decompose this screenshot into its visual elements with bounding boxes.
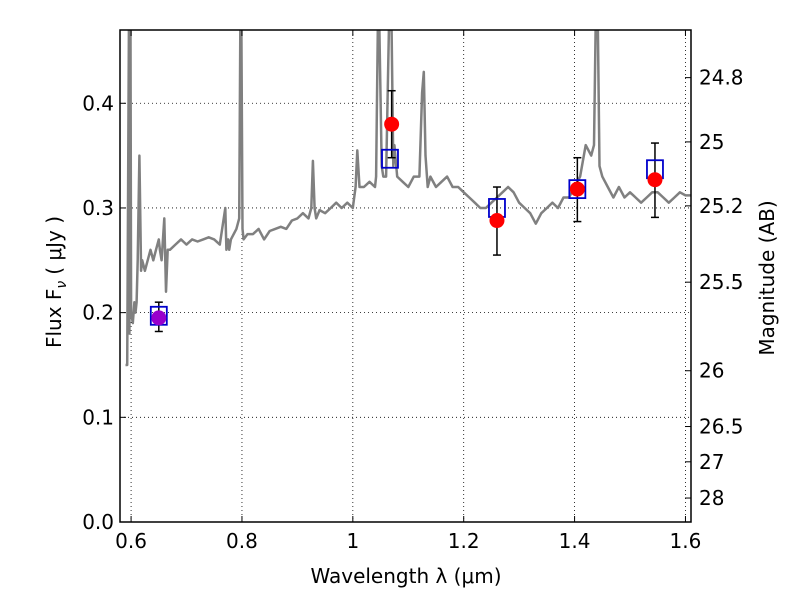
circle-markers — [151, 116, 663, 326]
y-tick-label: 0.4 — [82, 91, 114, 115]
y-axis-label: Flux F — [42, 289, 66, 348]
y2-tick-label: 24.8 — [699, 66, 744, 90]
y-axis-ticks: 0.0 0.1 0.2 0.3 0.4 — [82, 91, 126, 534]
circle-marker — [569, 181, 585, 197]
square-marker — [381, 148, 399, 169]
y2-tick-label: 25 — [699, 130, 724, 154]
y2-tick-label: 26.5 — [699, 415, 744, 439]
y-axis-label-unit: ( μJy ) — [42, 216, 66, 275]
y-axis-label-subscript: ν — [54, 281, 70, 289]
x-axis-ticks: 0.6 0.8 1 1.2 1.4 1.6 — [115, 30, 701, 553]
y2-tick-label: 25.5 — [699, 270, 744, 294]
y2-tick-label: 25.2 — [699, 194, 744, 218]
y-tick-label: 0.1 — [82, 405, 114, 429]
y-axis-label-group: Flux Fν ( μJy ) — [42, 216, 70, 348]
spectrum-line — [125, 30, 691, 367]
square-marker — [568, 179, 587, 200]
circle-marker — [489, 213, 505, 229]
spectrum-series — [125, 30, 691, 367]
y2-tick-label: 28 — [699, 486, 724, 510]
y2-axis-label: Magnitude (AB) — [755, 200, 779, 355]
x-tick-label: 0.8 — [226, 529, 258, 553]
y2-tick-label: 26 — [699, 359, 724, 383]
x-tick-label: 1.4 — [559, 529, 591, 553]
circle-marker — [151, 310, 167, 326]
y-tick-label: 0.0 — [82, 510, 114, 534]
plot-frame — [119, 29, 692, 523]
y2-tick-label: 27 — [699, 450, 724, 474]
y-tick-label: 0.3 — [82, 196, 114, 220]
circle-marker — [384, 116, 400, 132]
error-bars — [154, 89, 659, 333]
x-tick-label: 1.6 — [670, 529, 702, 553]
y2-axis-label-group: Magnitude (AB) — [755, 200, 779, 355]
x-tick-label: 0.6 — [115, 529, 147, 553]
x-tick-label: 1.2 — [448, 529, 480, 553]
y-tick-label: 0.2 — [82, 301, 114, 325]
circle-marker — [647, 172, 663, 188]
x-tick-label: 1 — [346, 529, 359, 553]
x-axis-label: Wavelength λ (μm) — [310, 564, 501, 588]
svg-text:Flux Fν( μJy ): Flux Fν ( μJy ) — [42, 216, 70, 348]
y2-axis-ticks: 24.8 25 25.2 25.5 26 26.5 27 28 — [685, 66, 744, 510]
grid — [120, 30, 691, 523]
square-markers — [149, 148, 664, 326]
